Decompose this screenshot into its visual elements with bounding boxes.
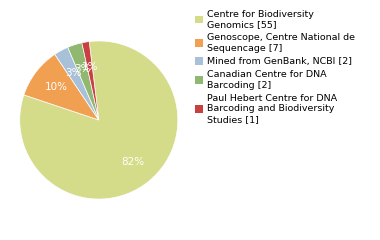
Text: 10%: 10% (44, 82, 68, 92)
Text: 82%: 82% (121, 157, 144, 167)
Wedge shape (68, 43, 99, 120)
Text: 3%: 3% (65, 68, 81, 78)
Wedge shape (24, 54, 99, 120)
Wedge shape (20, 41, 178, 199)
Legend: Centre for Biodiversity
Genomics [55], Genoscope, Centre National de
Sequencage : Centre for Biodiversity Genomics [55], G… (195, 10, 355, 124)
Wedge shape (82, 42, 99, 120)
Text: 1%: 1% (81, 62, 98, 72)
Wedge shape (55, 47, 99, 120)
Text: 3%: 3% (74, 64, 91, 74)
